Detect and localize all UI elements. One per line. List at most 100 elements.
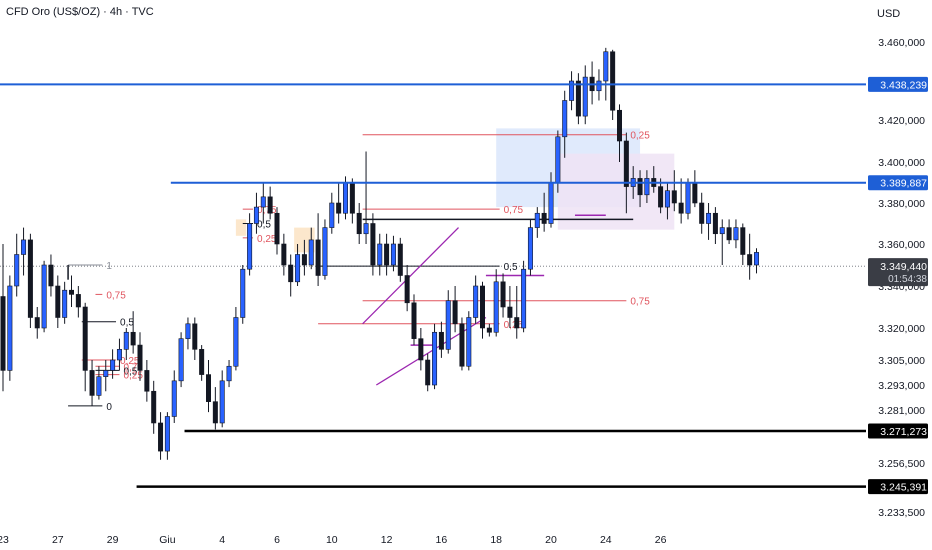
- candle-body: [685, 182, 691, 214]
- candle-body: [62, 289, 68, 318]
- candle: [82, 302, 88, 392]
- candle: [247, 213, 253, 276]
- candle: [226, 360, 232, 388]
- candle: [0, 244, 6, 392]
- candle-body: [719, 227, 725, 235]
- x-tick-label: 16: [436, 534, 448, 546]
- fib-level-label: 0,25: [123, 371, 143, 382]
- candle-body: [363, 223, 369, 235]
- candle: [685, 178, 691, 220]
- candle-body: [575, 80, 581, 117]
- zone-box: [235, 219, 247, 236]
- candle: [712, 207, 718, 244]
- candle-body: [596, 80, 602, 92]
- y-tick-label: 3.380,000: [878, 198, 925, 210]
- candle-body: [610, 51, 616, 111]
- candle: [363, 151, 369, 244]
- candle: [96, 366, 102, 400]
- countdown-text: 01:54:38: [888, 274, 927, 285]
- candle: [562, 90, 568, 158]
- candle-body: [733, 227, 739, 241]
- fib-level-label: 0,25: [120, 356, 140, 367]
- candle: [151, 380, 157, 434]
- candle: [397, 237, 403, 282]
- candle-body: [329, 202, 335, 228]
- candle-body: [144, 370, 150, 392]
- candle: [178, 332, 184, 388]
- candle-body: [206, 374, 212, 402]
- candle: [14, 233, 20, 297]
- candle-body: [747, 254, 753, 266]
- candle-body: [678, 202, 684, 214]
- candle-body: [569, 80, 575, 101]
- candle: [171, 370, 177, 423]
- y-tick-label: 3.293,000: [878, 380, 925, 392]
- candle-body: [199, 349, 205, 375]
- candle: [158, 412, 164, 460]
- candle: [466, 311, 472, 371]
- candle-body: [706, 212, 712, 224]
- currency-label: USD: [877, 8, 901, 20]
- x-tick-label: Giu: [159, 534, 176, 546]
- candle-body: [664, 190, 670, 208]
- candle-body: [753, 252, 759, 266]
- candle-body: [384, 243, 390, 266]
- candle: [500, 273, 506, 318]
- candle: [589, 61, 595, 105]
- candle-body: [21, 239, 27, 255]
- candle: [445, 290, 451, 354]
- candle-body: [342, 182, 348, 214]
- candle-body: [644, 178, 650, 196]
- candle: [62, 281, 68, 324]
- candle: [301, 239, 307, 276]
- candle-body: [48, 264, 54, 287]
- candle: [616, 104, 622, 162]
- candle-body: [116, 349, 122, 361]
- x-tick-label: 24: [600, 534, 612, 546]
- candle: [55, 275, 61, 328]
- candle-body: [233, 317, 239, 367]
- candle-body: [274, 212, 280, 245]
- candle: [336, 182, 342, 224]
- candle-body: [692, 182, 698, 204]
- x-tick-label: 4: [219, 534, 225, 546]
- fib-level-label: 0,5: [123, 366, 137, 377]
- candle: [27, 233, 33, 328]
- candle-body: [356, 212, 362, 235]
- candle-body: [390, 243, 396, 266]
- candle: [34, 307, 40, 339]
- candle: [295, 244, 301, 286]
- x-tick-label: 18: [490, 534, 502, 546]
- x-tick-label: 26: [655, 534, 667, 546]
- y-tick-label: 3.281,000: [878, 405, 925, 417]
- candle-body: [514, 317, 520, 329]
- candle-body: [308, 239, 314, 266]
- candle: [7, 275, 13, 381]
- candle-body: [137, 344, 143, 371]
- candle-body: [521, 268, 527, 329]
- y-tick-label: 3.420,000: [878, 115, 925, 127]
- candle: [514, 286, 520, 339]
- candle-body: [0, 296, 6, 371]
- level-price-text: 3.245,391: [880, 482, 927, 494]
- candle-body: [500, 281, 506, 308]
- candle: [212, 387, 218, 430]
- candle: [733, 219, 739, 249]
- candle-body: [281, 243, 287, 266]
- candle-body: [301, 254, 307, 266]
- candle-body: [473, 285, 479, 318]
- candle-body: [253, 206, 259, 224]
- fib-level-label: 0,75: [123, 362, 143, 373]
- candle: [281, 233, 287, 276]
- candle: [541, 192, 547, 232]
- candle-body: [260, 196, 266, 208]
- candle-body: [69, 289, 75, 295]
- candle: [356, 203, 362, 244]
- candle-body: [671, 190, 677, 204]
- candle-body: [226, 365, 232, 382]
- y-tick-label: 3.320,000: [878, 323, 925, 335]
- candle-body: [562, 100, 568, 138]
- y-tick-label: 3.233,500: [878, 507, 925, 519]
- candle: [747, 233, 753, 280]
